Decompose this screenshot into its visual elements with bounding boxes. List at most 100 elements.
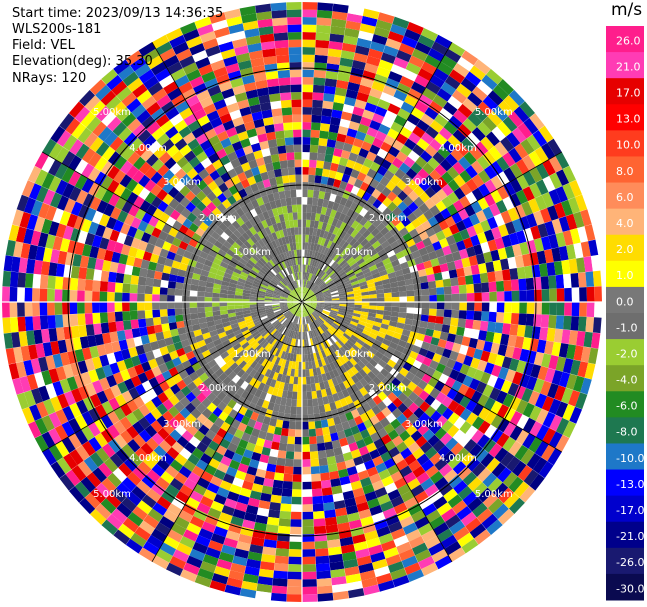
- gate-cell: [199, 251, 209, 260]
- gate-cell: [350, 334, 359, 342]
- gate-cell: [291, 361, 296, 370]
- gate-cell: [246, 347, 255, 356]
- gate-cell: [293, 219, 299, 228]
- gate-cell: [472, 106, 488, 122]
- gate-cell: [471, 462, 486, 477]
- gate-cell: [121, 112, 137, 127]
- gate-cell: [92, 291, 100, 302]
- gate-cell: [320, 272, 328, 280]
- gate-cell: [464, 275, 474, 285]
- gate-cell: [198, 64, 214, 76]
- gate-cell: [490, 400, 503, 415]
- range-label: 5.00km: [475, 489, 513, 500]
- gate-cell: [465, 71, 482, 87]
- gate-cell: [380, 434, 392, 445]
- gate-cell: [522, 170, 536, 187]
- gate-cell: [477, 232, 488, 244]
- gate-cell: [416, 333, 426, 342]
- gate-cell: [241, 74, 256, 85]
- gate-cell: [331, 576, 347, 586]
- gate-cell: [329, 561, 345, 571]
- gate-cell: [313, 287, 321, 294]
- colorbar-tick-label: 21.0: [616, 60, 641, 73]
- gate-cell: [405, 529, 422, 542]
- gate-cell: [555, 401, 569, 418]
- gate-cell: [551, 247, 562, 262]
- gate-cell: [414, 74, 430, 88]
- gate-cell: [244, 120, 256, 131]
- gate-cell: [374, 244, 384, 253]
- gate-cell: [329, 241, 336, 251]
- gate-cell: [124, 264, 134, 276]
- gate-cell: [394, 269, 404, 277]
- gate-cell: [353, 178, 364, 189]
- gate-cell: [396, 413, 408, 425]
- gate-cell: [137, 310, 146, 320]
- gate-cell: [393, 231, 403, 241]
- gate-cell: [495, 199, 508, 214]
- gate-cell: [480, 453, 495, 468]
- gate-cell: [442, 227, 453, 238]
- gate-cell: [288, 322, 293, 330]
- gate-cell: [305, 227, 310, 235]
- gate-cell: [168, 394, 180, 406]
- gate-cell: [221, 339, 231, 347]
- gate-cell: [232, 116, 244, 127]
- gate-cell: [292, 474, 302, 482]
- gate-cell: [141, 95, 157, 110]
- gate-cell: [539, 327, 549, 341]
- gate-cell: [327, 328, 334, 336]
- gate-cell: [208, 457, 221, 470]
- gate-cell: [287, 24, 302, 33]
- gate-cell: [309, 300, 317, 302]
- gate-cell: [302, 466, 312, 475]
- gate-cell: [175, 490, 190, 504]
- gate-cell: [381, 217, 392, 227]
- gate-cell: [289, 541, 302, 550]
- gate-cell: [123, 132, 138, 147]
- gate-cell: [210, 231, 221, 241]
- gate-cell: [281, 390, 288, 399]
- gate-cell: [302, 316, 305, 325]
- gate-cell: [186, 265, 195, 273]
- gate-cell: [278, 229, 285, 238]
- gate-cell: [429, 302, 437, 309]
- gate-cell: [272, 223, 279, 232]
- gate-cell: [316, 305, 325, 308]
- gate-cell: [457, 383, 470, 396]
- gate-cell: [487, 352, 498, 365]
- gate-cell: [364, 257, 374, 265]
- gate-cell: [334, 384, 342, 393]
- gate-cell: [304, 279, 307, 288]
- gate-cell: [446, 203, 458, 216]
- gate-cell: [334, 454, 345, 464]
- gate-cell: [562, 404, 576, 421]
- gate-cell: [185, 402, 196, 414]
- gate-cell: [257, 373, 265, 383]
- gate-cell: [398, 162, 411, 174]
- gate-cell: [389, 368, 400, 378]
- gate-cell: [302, 122, 312, 130]
- gate-cell: [394, 477, 407, 490]
- gate-cell: [302, 519, 314, 527]
- gate-cell: [232, 191, 242, 202]
- gate-cell: [132, 506, 148, 521]
- gate-cell: [381, 278, 391, 285]
- gate-cell: [320, 349, 327, 358]
- gate-cell: [359, 377, 369, 387]
- gate-cell: [302, 451, 311, 460]
- gate-cell: [346, 299, 355, 302]
- gate-cell: [216, 165, 227, 177]
- gate-cell: [181, 162, 194, 174]
- gate-cell: [315, 555, 330, 565]
- gate-cell: [261, 400, 270, 409]
- gate-cell: [130, 375, 142, 388]
- gate-cell: [152, 208, 164, 220]
- gate-cell: [360, 311, 369, 316]
- gate-cell: [103, 342, 114, 355]
- gate-cell: [320, 358, 327, 367]
- gate-cell: [232, 508, 246, 520]
- gate-cell: [312, 312, 319, 318]
- gate-cell: [415, 156, 428, 169]
- gate-cell: [358, 147, 369, 159]
